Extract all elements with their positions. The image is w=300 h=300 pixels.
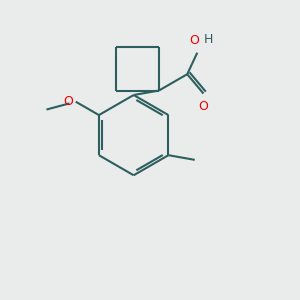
- Text: O: O: [189, 34, 199, 47]
- Text: O: O: [64, 95, 74, 108]
- Text: O: O: [199, 100, 208, 113]
- Text: H: H: [204, 33, 213, 46]
